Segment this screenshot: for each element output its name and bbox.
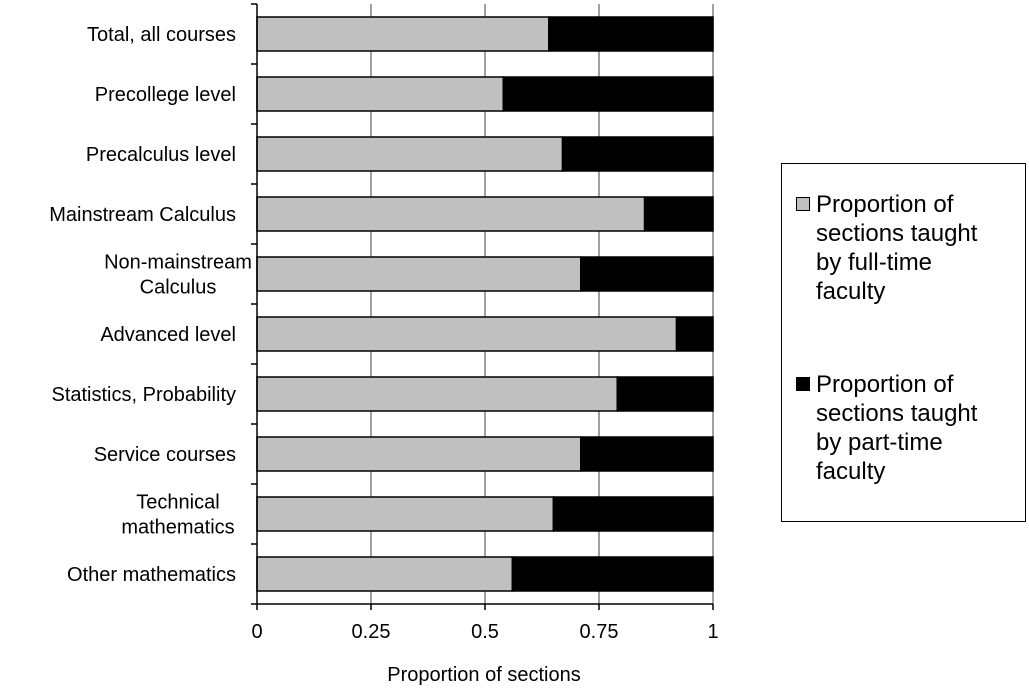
bar-full-time xyxy=(256,136,564,172)
x-tick-label: 0.25 xyxy=(352,621,391,643)
bar-full-time xyxy=(256,376,618,412)
x-tick-labels: 0 0.25 0.5 0.75 1 xyxy=(251,621,718,643)
category-label: Mainstream Calculus xyxy=(49,204,236,226)
category-labels: Total, all courses Precollege level Precal… xyxy=(49,24,252,586)
category-label-line: mathematics xyxy=(121,517,234,539)
bar-part-time xyxy=(511,556,714,592)
category-label-line: Precalculus level xyxy=(86,144,236,166)
legend-item-full-time: Proportion of sections taught by full-ti… xyxy=(796,190,1016,306)
legend-label-part-time: Proportion of sections taught by part-ti… xyxy=(816,370,1016,486)
category-label: Technical mathematics xyxy=(121,492,234,539)
category-label: Advanced level xyxy=(100,324,236,346)
bar-full-time xyxy=(256,316,678,352)
category-label-line: Precollege level xyxy=(95,84,236,106)
legend-label-line: faculty xyxy=(816,278,886,305)
legend-label-line: sections taught xyxy=(816,220,978,247)
category-label-line: Calculus xyxy=(140,277,217,299)
legend-label-full-time: Proportion of sections taught by full-ti… xyxy=(816,190,1016,306)
category-label-line: Technical xyxy=(136,492,219,514)
bar-full-time xyxy=(256,496,555,532)
legend: Proportion of sections taught by full-ti… xyxy=(781,163,1026,522)
category-label: Precollege level xyxy=(95,84,236,106)
category-label-line: Mainstream Calculus xyxy=(49,204,236,226)
bar-part-time xyxy=(561,136,714,172)
legend-label-line: by full-time xyxy=(816,249,933,276)
bar-full-time xyxy=(256,196,646,232)
x-tick-label: 0 xyxy=(251,621,262,643)
category-label: Total, all courses xyxy=(87,24,236,46)
bar-part-time xyxy=(580,436,714,472)
category-label: Other mathematics xyxy=(67,564,236,586)
category-label: Non-mainstream Calculus xyxy=(104,252,252,299)
bar-part-time xyxy=(580,256,714,292)
bar-part-time xyxy=(548,16,714,52)
bar-part-time xyxy=(643,196,714,232)
bar-full-time xyxy=(256,556,514,592)
legend-label-line: faculty xyxy=(816,458,886,485)
bar-part-time xyxy=(502,76,714,112)
bar-part-time xyxy=(675,316,714,352)
category-label-line: Statistics, Probability xyxy=(51,384,236,406)
axes xyxy=(251,3,714,610)
legend-label-line: Proportion of xyxy=(816,191,954,218)
category-label: Service courses xyxy=(94,444,236,466)
x-tick-label: 0.5 xyxy=(471,621,499,643)
legend-label-line: sections taught xyxy=(816,400,978,427)
category-label: Precalculus level xyxy=(86,144,236,166)
category-label-line: Non-mainstream xyxy=(104,252,252,274)
bar-part-time xyxy=(552,496,714,532)
legend-label-line: Proportion of xyxy=(816,371,954,398)
bars xyxy=(256,16,714,592)
category-label-line: Service courses xyxy=(94,444,236,466)
category-label-line: Other mathematics xyxy=(67,564,236,586)
bar-full-time xyxy=(256,16,550,52)
category-label: Statistics, Probability xyxy=(51,384,236,406)
legend-swatch-part-time xyxy=(796,377,810,391)
legend-swatch-full-time xyxy=(796,197,810,211)
x-tick-label: 0.75 xyxy=(580,621,619,643)
bar-full-time xyxy=(256,76,504,112)
bar-full-time xyxy=(256,256,582,292)
bar-full-time xyxy=(256,436,582,472)
category-label-line: Advanced level xyxy=(100,324,236,346)
category-label-line: Total, all courses xyxy=(87,24,236,46)
legend-label-line: by part-time xyxy=(816,429,943,456)
bar-part-time xyxy=(616,376,714,412)
x-axis-title: Proportion of sections xyxy=(387,664,580,686)
x-tick-label: 1 xyxy=(707,621,718,643)
legend-item-part-time: Proportion of sections taught by part-ti… xyxy=(796,370,1016,486)
